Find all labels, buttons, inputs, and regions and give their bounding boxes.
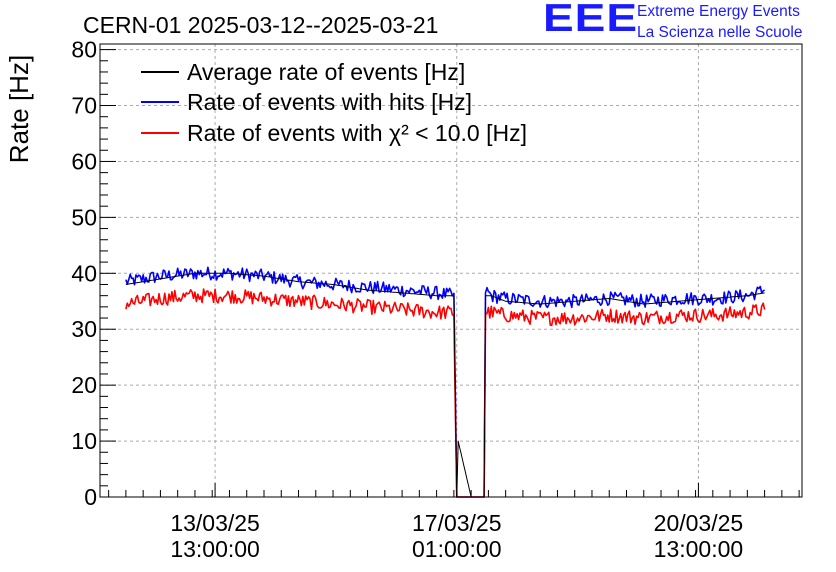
legend-entry: Average rate of events [Hz]: [187, 59, 465, 85]
x-tick-label-time: 13:00:00: [170, 536, 260, 562]
y-tick-label: 0: [84, 484, 97, 510]
legend-entry: Rate of events with χ² < 10.0 [Hz]: [187, 120, 527, 146]
y-axis-label: Rate [Hz]: [4, 55, 34, 163]
series-line-average-rate-of-events-hz: [125, 272, 765, 498]
series-line-rate-of-events-with-10-0-hz: [125, 288, 766, 498]
y-tick-label: 10: [71, 428, 97, 454]
eee-logo: EEE: [543, 0, 639, 40]
x-tick-label-date: 17/03/25: [412, 510, 502, 536]
y-tick-label: 80: [71, 37, 97, 63]
y-tick-label: 30: [71, 316, 97, 342]
series-line-rate-of-events-with-hits-hz: [125, 266, 765, 498]
logo-line-2: La Scienza nelle Scuole: [637, 24, 803, 41]
y-tick-label: 70: [71, 93, 97, 119]
chart-title: CERN-01 2025-03-12--2025-03-21: [83, 12, 438, 38]
y-tick-label: 20: [71, 372, 97, 398]
logo-line-1: Extreme Energy Events: [637, 3, 800, 20]
y-tick-label: 60: [71, 148, 97, 174]
axes: 0102030405060708013/03/2513:00:0017/03/2…: [71, 37, 800, 562]
x-tick-label-time: 01:00:00: [412, 536, 502, 562]
series-layer: [125, 266, 766, 498]
x-tick-label-time: 13:00:00: [654, 536, 744, 562]
y-tick-label: 40: [71, 260, 97, 286]
plot-frame: [99, 43, 803, 498]
x-tick-label-date: 20/03/25: [654, 510, 744, 536]
legend: Average rate of events [Hz] Rate of event…: [141, 59, 527, 146]
x-tick-label-date: 13/03/25: [170, 510, 260, 536]
y-tick-label: 50: [71, 204, 97, 230]
legend-entry: Rate of events with hits [Hz]: [187, 89, 472, 115]
